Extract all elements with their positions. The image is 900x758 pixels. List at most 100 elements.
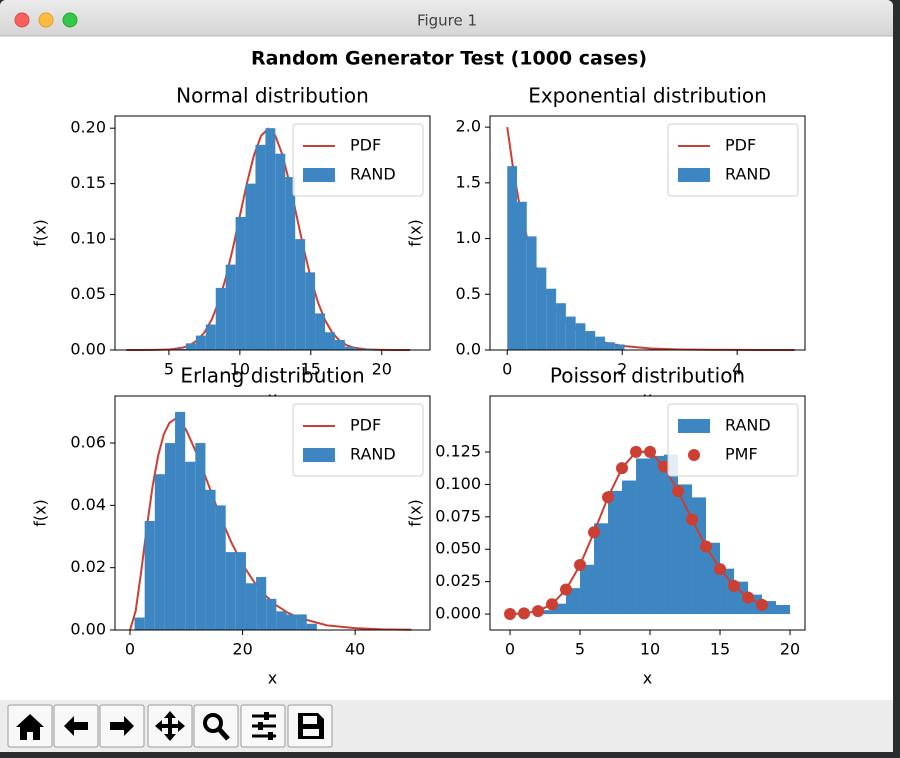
- histogram-bar: [517, 201, 527, 350]
- axes-frame: [489, 115, 806, 351]
- axes-title: Exponential distribution: [528, 84, 767, 108]
- y-tick-label: 2.0: [456, 117, 481, 136]
- marker: [588, 526, 601, 539]
- x-tick-label: 20: [232, 640, 252, 659]
- marker: [742, 591, 755, 604]
- x-tick-label: 10: [640, 640, 660, 659]
- subplots-icon-knob: [268, 732, 273, 740]
- histogram-bar: [556, 303, 566, 350]
- zoom-icon: [203, 713, 223, 733]
- zoom-button[interactable]: [62, 12, 78, 28]
- histogram-bar: [776, 604, 791, 615]
- x-tick-label: 15: [710, 640, 730, 659]
- zoom-icon-handle: [217, 727, 230, 741]
- histogram-bar: [507, 166, 518, 350]
- legend-swatch: [678, 419, 710, 433]
- y-axis-label: f(x): [406, 219, 425, 247]
- histogram-bar: [195, 443, 206, 630]
- marker: [504, 607, 517, 620]
- subplot: 0.000 0.025 0.050 0.075 0.100 0.125 0 5 10 15 20 x f…: [406, 364, 806, 688]
- legend-label: RAND: [350, 165, 396, 184]
- histogram-bar: [650, 455, 665, 615]
- histogram-bar: [265, 128, 276, 350]
- histogram-bar: [325, 332, 335, 350]
- axes-title: Poisson distribution: [550, 364, 745, 388]
- histogram-bar: [608, 490, 623, 615]
- axes-title: Erlang distribution: [180, 364, 364, 388]
- y-tick-label: 0.04: [70, 495, 106, 514]
- histogram-bar: [720, 568, 735, 615]
- histogram-bar: [195, 335, 206, 350]
- histogram-bar: [205, 489, 216, 630]
- histogram-bar: [185, 343, 196, 350]
- histogram-bar: [305, 272, 316, 350]
- histogram-bar: [580, 564, 595, 615]
- x-tick-label: 5: [164, 360, 174, 379]
- marker: [700, 540, 713, 553]
- x-tick-label: 4: [732, 360, 742, 379]
- y-tick-label: 0.0: [456, 340, 481, 359]
- x-tick-label: 5: [575, 640, 585, 659]
- title-bar: [0, 0, 893, 36]
- marker: [602, 491, 615, 504]
- zoom-tool-button[interactable]: [193, 704, 239, 748]
- marker: [560, 583, 573, 596]
- histogram-bar: [215, 287, 226, 350]
- histogram-bar: [255, 144, 266, 350]
- y-tick-label: 0.20: [70, 118, 106, 137]
- pan-icon: [155, 711, 185, 741]
- legend-label: RAND: [350, 445, 396, 464]
- marker: [518, 607, 531, 620]
- marker: [546, 598, 559, 611]
- histogram-bar: [622, 480, 637, 615]
- histogram-bar: [636, 458, 651, 615]
- x-tick-label: 20: [372, 360, 392, 379]
- subplot: 0.00.51.01.52.0024xf(x)Exponential distr…: [406, 84, 806, 408]
- legend-label: PMF: [725, 445, 758, 464]
- histogram-bar: [215, 505, 226, 630]
- marker: [532, 605, 545, 618]
- marker: [686, 513, 699, 526]
- legend-label: RAND: [725, 416, 771, 435]
- histogram-bar: [164, 443, 176, 630]
- histogram-bar: [552, 603, 567, 615]
- marker: [756, 598, 769, 611]
- subplots-icon-knob: [258, 722, 263, 730]
- histogram-bar: [296, 614, 307, 630]
- subplot: 0.00 0.02 0.04 0.06 0 20 40 x f(x) Erlang distrib…: [31, 364, 431, 688]
- marker: [644, 445, 657, 458]
- x-tick-label: 0: [125, 640, 135, 659]
- axes-frame: [114, 395, 431, 631]
- histogram-bar: [315, 313, 325, 350]
- close-button[interactable]: [14, 12, 30, 28]
- y-tick-label: 1.0: [456, 228, 481, 247]
- histogram-bar: [134, 617, 145, 630]
- marker: [630, 445, 643, 458]
- histogram-bar: [575, 323, 586, 350]
- histogram-bar: [286, 614, 297, 630]
- marker: [658, 460, 671, 473]
- histogram-bar: [176, 348, 186, 350]
- y-tick-label: 0.025: [435, 571, 481, 590]
- histogram-bar: [266, 598, 277, 630]
- window-title: Figure 1: [417, 12, 477, 30]
- histogram-bar: [585, 331, 596, 350]
- legend-label: PDF: [350, 136, 381, 155]
- histogram-bar: [144, 520, 155, 630]
- y-tick-label: 0.050: [435, 539, 481, 558]
- x-tick-label: 2: [617, 360, 627, 379]
- marker: [728, 579, 741, 592]
- axes-frame: [114, 115, 431, 351]
- axes-frame: [489, 395, 806, 631]
- x-tick-label: 40: [345, 640, 365, 659]
- legend-label: PDF: [350, 416, 381, 435]
- histogram-bar: [706, 542, 721, 615]
- minimize-button[interactable]: [38, 12, 54, 28]
- histogram-bar: [344, 346, 355, 350]
- legend-swatch: [303, 448, 335, 462]
- histogram-bar: [245, 183, 256, 350]
- histogram-bar: [235, 216, 246, 350]
- y-axis-label: f(x): [31, 219, 50, 247]
